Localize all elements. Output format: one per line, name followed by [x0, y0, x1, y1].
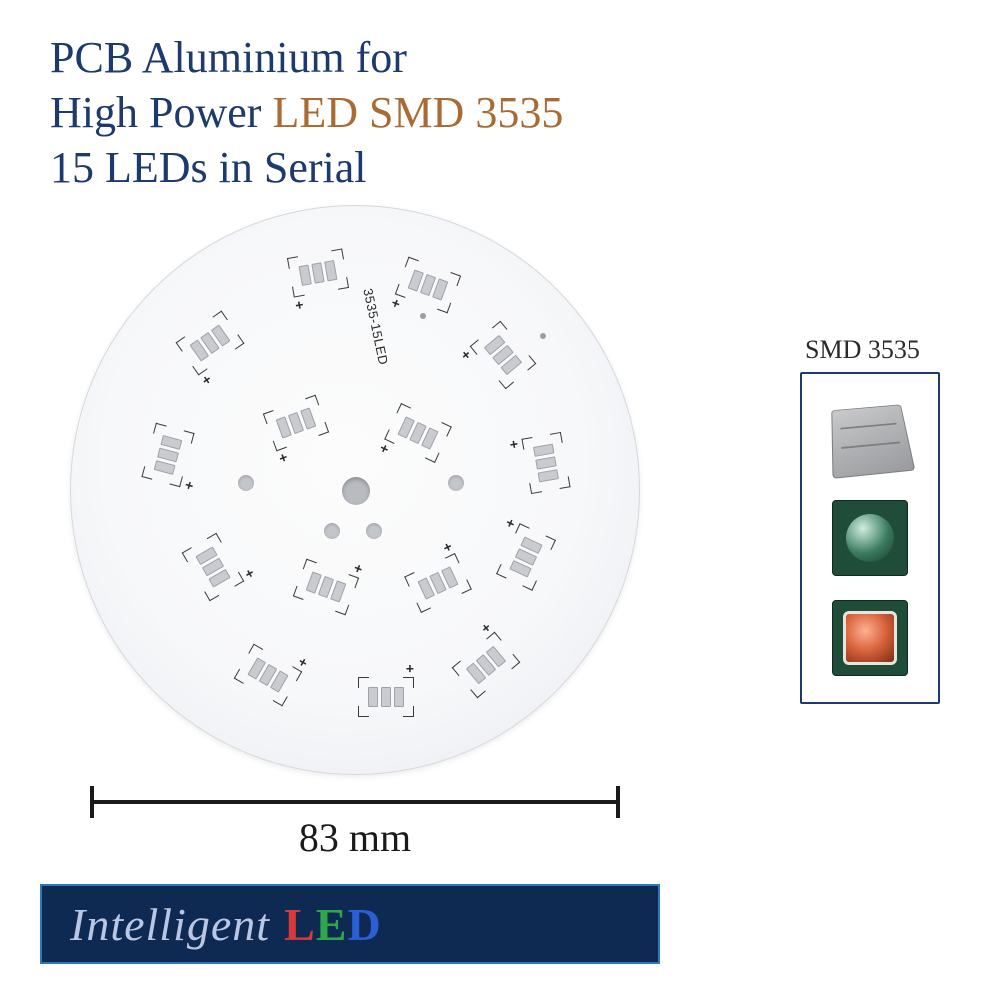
led-footprint: +	[384, 403, 452, 463]
dimension-line	[90, 800, 620, 804]
title-line1: PCB Aluminium for	[50, 33, 407, 82]
polarity-plus-icon: +	[199, 371, 215, 389]
dimension-tick-right	[616, 786, 620, 818]
brand-E: E	[316, 898, 348, 951]
led-footprint: +	[404, 553, 472, 613]
polarity-plus-icon: +	[240, 566, 258, 581]
polarity-plus-icon: +	[389, 294, 402, 312]
pcb-disc: 3535-15LED + + + +	[70, 205, 640, 775]
polarity-plus-icon: +	[457, 346, 475, 363]
led-footprint: +	[141, 423, 194, 487]
led-footprint: +	[395, 257, 461, 314]
polarity-plus-icon: +	[506, 439, 523, 450]
pcb-mounting-hole	[324, 523, 340, 539]
pcb-mounting-hole	[448, 475, 464, 491]
dimension-tick-left	[90, 786, 94, 818]
brand-D: D	[347, 898, 381, 951]
brand-word1: Intelligent	[70, 898, 270, 951]
dimension-bar: 83 mm	[90, 800, 620, 861]
led-footprint: +	[521, 432, 570, 494]
polarity-plus-icon: +	[351, 560, 364, 578]
polarity-plus-icon: +	[295, 654, 310, 672]
smd-callout-title: SMD 3535	[805, 335, 920, 365]
polarity-plus-icon: +	[502, 516, 520, 530]
title-line3: 15 LEDs in Serial	[50, 143, 367, 192]
led-footprint: +	[234, 644, 302, 707]
title-line2b: LED SMD 3535	[272, 88, 563, 137]
led-footprint: +	[293, 559, 359, 616]
title-line2a: High Power	[50, 88, 272, 137]
polarity-plus-icon: +	[441, 539, 455, 557]
led-footprint: +	[287, 248, 349, 297]
pcb-silk-label: 3535-15LED	[360, 287, 391, 366]
brand-bar: Intelligent LED	[40, 884, 660, 964]
led-footprint: +	[263, 395, 329, 452]
smd-chip-red-icon	[832, 600, 908, 676]
led-footprint: +	[176, 311, 245, 376]
pcb-fiducial-dot	[540, 333, 546, 339]
polarity-plus-icon: +	[294, 296, 305, 313]
polarity-plus-icon: +	[277, 449, 290, 467]
smd-chip-green-icon	[832, 500, 908, 576]
title-block: PCB Aluminium for High Power LED SMD 353…	[50, 30, 563, 195]
led-footprint: +	[470, 321, 537, 390]
led-footprint: +	[358, 677, 414, 717]
pcb-center-hole	[342, 477, 370, 505]
polarity-plus-icon: +	[180, 479, 198, 491]
dimension-label: 83 mm	[90, 814, 620, 861]
polarity-plus-icon: +	[406, 661, 414, 677]
pcb-mounting-hole	[238, 475, 254, 491]
led-footprint: +	[496, 523, 556, 591]
polarity-plus-icon: +	[377, 439, 391, 457]
smd-callout-box	[800, 372, 940, 704]
smd-chip-top-icon	[831, 404, 915, 478]
brand-L: L	[284, 898, 316, 951]
pcb-mounting-hole	[366, 523, 382, 539]
pcb-fiducial-dot	[420, 313, 426, 319]
led-footprint: +	[452, 632, 521, 699]
led-footprint: +	[182, 533, 245, 601]
